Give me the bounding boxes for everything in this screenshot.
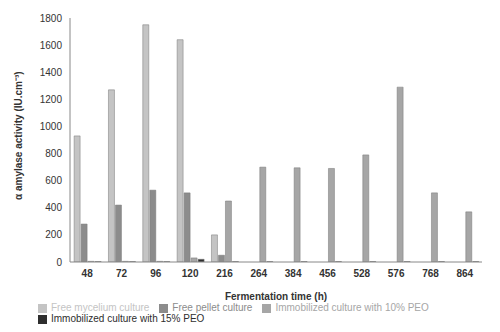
svg-text:800: 800 (45, 148, 62, 159)
svg-text:1800: 1800 (40, 13, 63, 24)
svg-text:1200: 1200 (40, 94, 63, 105)
svg-text:528: 528 (353, 268, 370, 279)
svg-text:576: 576 (388, 268, 405, 279)
svg-text:72: 72 (116, 268, 128, 279)
svg-text:456: 456 (319, 268, 336, 279)
html-text:Free mycelium culture: Free mycelium culture (51, 302, 150, 313)
html-text:Immobilized culture with 15% P: Immobilized culture with 15% PEO (51, 313, 205, 324)
svg-text:768: 768 (422, 268, 439, 279)
svg-text:216: 216 (216, 268, 233, 279)
svg-text:1000: 1000 (40, 121, 63, 132)
svg-text:264: 264 (250, 268, 267, 279)
svg-text:864: 864 (456, 268, 473, 279)
svg-text:120: 120 (182, 268, 199, 279)
svg-text:α amylase activity (IU.cm⁻³): α amylase activity (IU.cm⁻³) (13, 71, 24, 200)
svg-text:384: 384 (285, 268, 302, 279)
svg-text:600: 600 (45, 175, 62, 186)
svg-text:1600: 1600 (40, 40, 63, 51)
svg-text:200: 200 (45, 229, 62, 240)
svg-text:400: 400 (45, 202, 62, 213)
svg-text:0: 0 (56, 257, 62, 268)
svg-text:Fermentation time (h): Fermentation time (h) (225, 291, 327, 302)
html-text:Immobilized culture with 10% P: Immobilized culture with 10% PEO (275, 302, 429, 313)
svg-text:48: 48 (82, 268, 94, 279)
svg-text:1400: 1400 (40, 67, 63, 78)
html-text:Free pellet culture: Free pellet culture (172, 302, 253, 313)
svg-text:96: 96 (150, 268, 162, 279)
